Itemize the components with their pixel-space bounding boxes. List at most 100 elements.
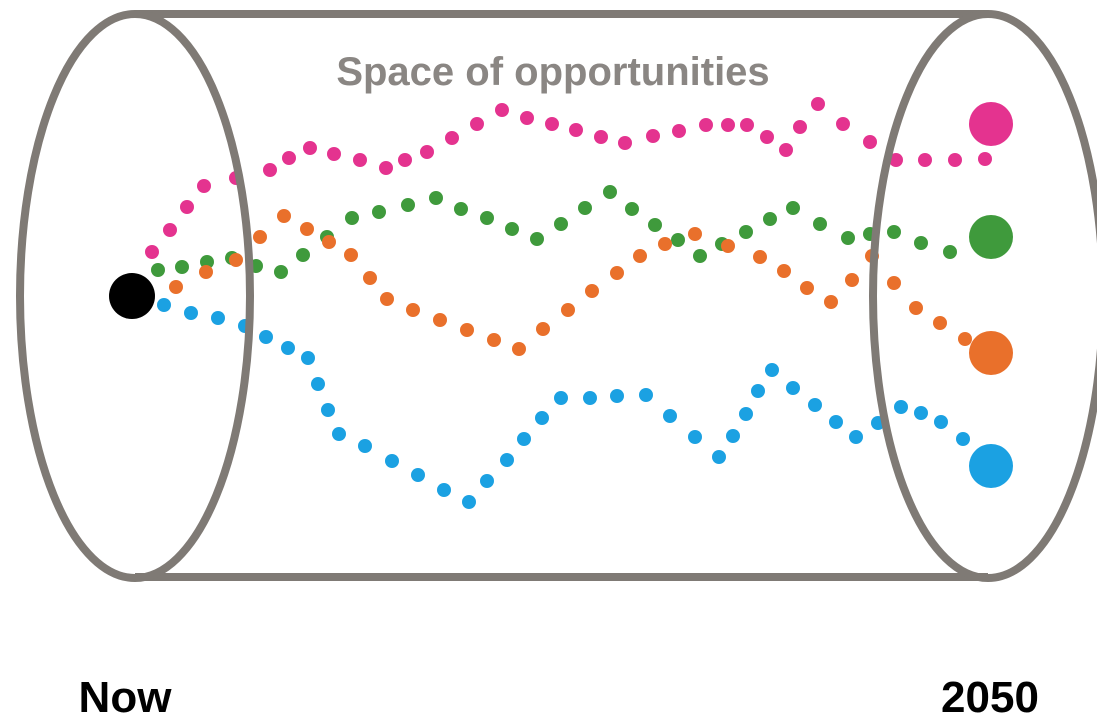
path-dot [699, 118, 713, 132]
path-dot [688, 430, 702, 444]
blue-outcome-point [969, 444, 1013, 488]
path-dot [454, 202, 468, 216]
orange-path [169, 209, 972, 356]
path-dot [301, 351, 315, 365]
path-dot [610, 389, 624, 403]
path-dot [411, 468, 425, 482]
path-dot [933, 316, 947, 330]
path-dot [765, 363, 779, 377]
path-dot [495, 103, 509, 117]
path-dot [372, 205, 386, 219]
path-dot [909, 301, 923, 315]
path-dot [948, 153, 962, 167]
path-dot [663, 409, 677, 423]
path-dot [625, 202, 639, 216]
path-dot [175, 260, 189, 274]
pink-outcome-point [969, 102, 1013, 146]
path-dot [445, 131, 459, 145]
path-dot [282, 151, 296, 165]
path-dot [157, 298, 171, 312]
path-dot [633, 249, 647, 263]
path-dot [505, 222, 519, 236]
path-dot [517, 432, 531, 446]
path-dot [829, 415, 843, 429]
path-dot [536, 322, 550, 336]
path-dot [693, 249, 707, 263]
path-dot [437, 483, 451, 497]
path-dot [500, 453, 514, 467]
path-dot [480, 474, 494, 488]
path-dot [594, 130, 608, 144]
path-dot [345, 211, 359, 225]
path-dot [277, 209, 291, 223]
path-dot [462, 495, 476, 509]
path-dot [487, 333, 501, 347]
path-dot [327, 147, 341, 161]
path-dot [841, 231, 855, 245]
path-dot [358, 439, 372, 453]
path-dot [760, 130, 774, 144]
path-dot [263, 163, 277, 177]
diagram-title: Space of opportunities [336, 50, 769, 94]
path-dot [385, 454, 399, 468]
path-dot [363, 271, 377, 285]
path-dot [583, 391, 597, 405]
path-dot [610, 266, 624, 280]
path-dot [197, 179, 211, 193]
path-dot [753, 250, 767, 264]
path-dot [740, 118, 754, 132]
start-point [109, 273, 155, 319]
path-dot [639, 388, 653, 402]
path-dot [321, 403, 335, 417]
path-dot [169, 280, 183, 294]
path-dot [163, 223, 177, 237]
path-dot [199, 265, 213, 279]
path-dot [429, 191, 443, 205]
path-dot [211, 311, 225, 325]
path-dot [512, 342, 526, 356]
path-dot [914, 236, 928, 250]
cylinder-start-ellipse [16, 10, 254, 582]
path-dot [603, 185, 617, 199]
path-dot [353, 153, 367, 167]
path-dot [311, 377, 325, 391]
path-dot [296, 248, 310, 262]
path-dot [300, 222, 314, 236]
path-dot [398, 153, 412, 167]
path-dot [274, 265, 288, 279]
path-dot [811, 97, 825, 111]
end-label: 2050 [941, 673, 1039, 722]
path-dot [726, 429, 740, 443]
path-dot [344, 248, 358, 262]
path-dot [918, 153, 932, 167]
path-dot [887, 276, 901, 290]
path-dot [813, 217, 827, 231]
path-dot [303, 141, 317, 155]
path-dot [808, 398, 822, 412]
path-dot [145, 245, 159, 259]
path-dot [751, 384, 765, 398]
path-dot [777, 264, 791, 278]
path-dot [956, 432, 970, 446]
path-dot [281, 341, 295, 355]
blue-path [157, 298, 970, 509]
path-dot [561, 303, 575, 317]
start-label: Now [79, 673, 173, 722]
path-dot [845, 273, 859, 287]
path-dot [849, 430, 863, 444]
path-dot [914, 406, 928, 420]
path-dot [259, 330, 273, 344]
path-dot [618, 136, 632, 150]
path-dot [887, 225, 901, 239]
path-dot [763, 212, 777, 226]
green-outcome-point [969, 215, 1013, 259]
path-dot [406, 303, 420, 317]
outcome-points [969, 102, 1013, 488]
path-dot [836, 117, 850, 131]
path-dot [253, 230, 267, 244]
path-dot [470, 117, 484, 131]
path-dot [545, 117, 559, 131]
path-dot [658, 237, 672, 251]
path-dot [379, 161, 393, 175]
path-dot [739, 407, 753, 421]
